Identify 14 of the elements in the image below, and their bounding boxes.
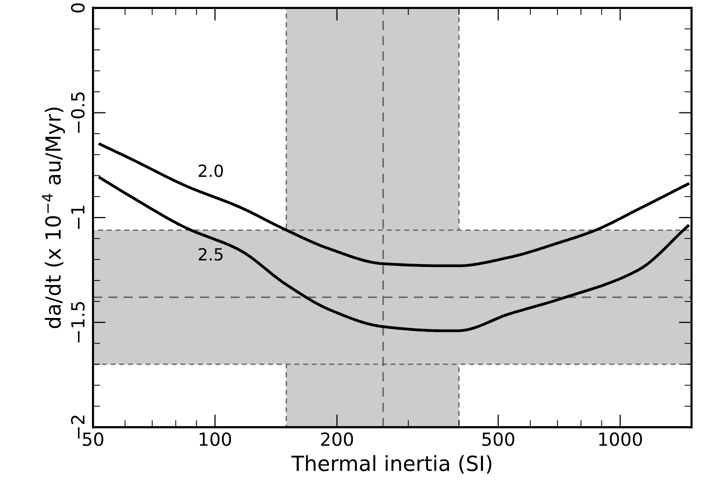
series-label: 2.0 [198,164,223,178]
y-tick-label: −1.5 [71,302,85,342]
y-axis-title: da/dt (x 10$^{−4}$ au/Myr) [42,108,65,328]
x-tick-label: 100 [200,432,232,446]
y-tick-label: −2 [70,416,84,439]
x-tick-label: 500 [482,432,514,446]
series-label: 2.5 [198,248,223,261]
y-tick-label: −1 [71,206,84,229]
x-tick-label: 1000 [599,432,642,446]
y-tick-label: −0.5 [70,92,85,133]
x-tick-label: 200 [321,432,353,446]
x-tick-label: 50 [82,432,104,446]
y-tick-label: 0 [70,3,85,12]
x-axis-title: Thermal inertia (SI) [291,455,492,474]
